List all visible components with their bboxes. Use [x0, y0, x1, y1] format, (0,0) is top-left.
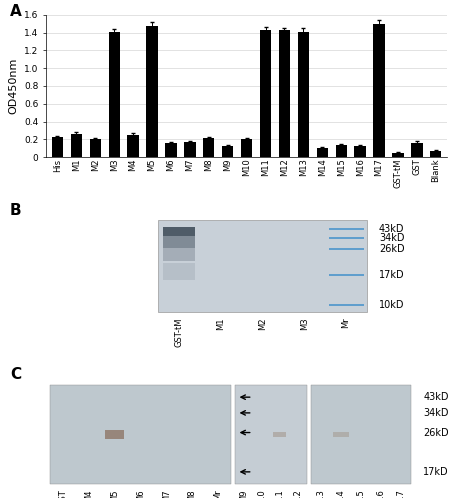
Bar — [127, 135, 139, 157]
Text: M1: M1 — [217, 318, 225, 330]
Text: M4: M4 — [84, 490, 93, 498]
Text: 34kD: 34kD — [423, 408, 449, 418]
Text: GST: GST — [59, 490, 67, 498]
FancyBboxPatch shape — [163, 263, 195, 280]
Text: M9: M9 — [239, 490, 248, 498]
FancyBboxPatch shape — [163, 227, 195, 237]
Bar — [146, 25, 158, 157]
Text: M3: M3 — [300, 318, 309, 330]
Bar — [203, 138, 214, 157]
Text: B: B — [10, 204, 22, 219]
Text: M11: M11 — [275, 490, 284, 498]
Bar — [279, 30, 290, 157]
Text: M14: M14 — [337, 490, 345, 498]
Text: C: C — [10, 367, 21, 381]
Text: M13: M13 — [316, 490, 325, 498]
Bar — [222, 146, 233, 157]
Bar — [336, 144, 347, 157]
Bar — [89, 139, 101, 157]
FancyBboxPatch shape — [329, 237, 364, 240]
Text: Mr: Mr — [213, 490, 222, 498]
Bar — [241, 139, 252, 157]
Text: M15: M15 — [356, 490, 366, 498]
FancyBboxPatch shape — [159, 220, 367, 312]
Text: A: A — [10, 3, 22, 18]
FancyBboxPatch shape — [333, 432, 349, 437]
Text: 43kD: 43kD — [379, 224, 404, 234]
Bar — [298, 32, 309, 157]
FancyBboxPatch shape — [105, 430, 124, 439]
Bar — [373, 24, 385, 157]
FancyBboxPatch shape — [273, 432, 286, 437]
Text: 17kD: 17kD — [423, 467, 449, 477]
Bar — [108, 32, 120, 157]
Text: 17kD: 17kD — [379, 270, 405, 280]
Text: M16: M16 — [377, 490, 385, 498]
Y-axis label: OD450nm: OD450nm — [9, 58, 18, 114]
Text: M6: M6 — [136, 490, 145, 498]
Text: Mr: Mr — [342, 318, 351, 328]
FancyBboxPatch shape — [163, 248, 195, 261]
FancyBboxPatch shape — [329, 249, 364, 250]
Bar — [260, 30, 271, 157]
Text: M8: M8 — [188, 490, 196, 498]
Bar — [165, 143, 177, 157]
Bar — [355, 146, 366, 157]
FancyBboxPatch shape — [235, 385, 307, 484]
Bar — [317, 148, 328, 157]
FancyBboxPatch shape — [50, 385, 230, 484]
Text: M10: M10 — [257, 490, 266, 498]
Text: M7: M7 — [162, 490, 171, 498]
FancyBboxPatch shape — [329, 228, 364, 230]
Bar — [430, 151, 442, 157]
Text: 43kD: 43kD — [423, 392, 449, 402]
Text: M2: M2 — [258, 318, 267, 330]
Text: 26kD: 26kD — [379, 245, 405, 254]
Text: GST-tM: GST-tM — [175, 318, 184, 347]
Bar — [71, 134, 82, 157]
Text: 34kD: 34kD — [379, 233, 404, 243]
Bar — [52, 137, 63, 157]
Bar — [392, 152, 404, 157]
Text: 10kD: 10kD — [379, 300, 404, 310]
FancyBboxPatch shape — [163, 237, 195, 248]
Text: M12: M12 — [293, 490, 302, 498]
Bar — [411, 143, 423, 157]
FancyBboxPatch shape — [311, 385, 411, 484]
Text: M5: M5 — [110, 490, 119, 498]
FancyBboxPatch shape — [329, 274, 364, 276]
FancyBboxPatch shape — [329, 304, 364, 306]
Text: M17: M17 — [396, 490, 406, 498]
Text: 26kD: 26kD — [423, 428, 449, 438]
Bar — [184, 142, 195, 157]
